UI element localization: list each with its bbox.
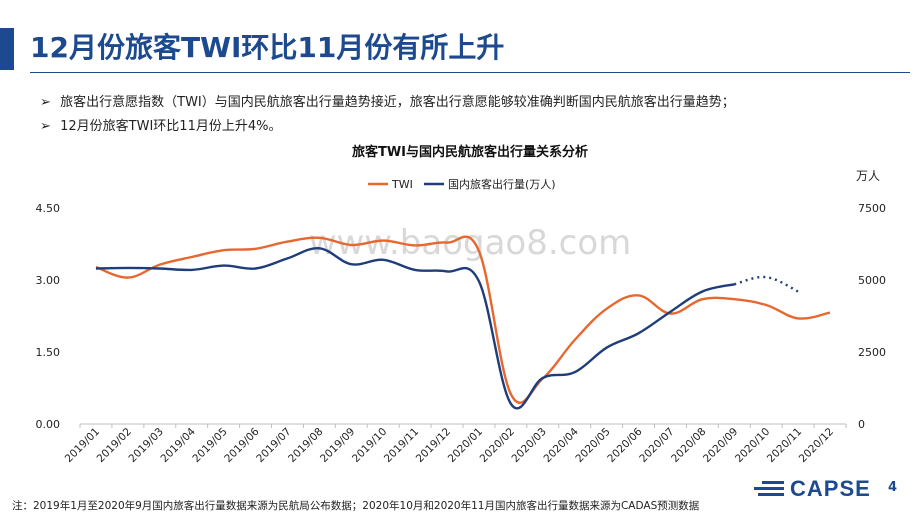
bullet-list: ➢ 旅客出行意愿指数（TWI）与国内民航旅客出行量趋势接近，旅客出行意愿能够较准… <box>40 94 735 142</box>
bullet-arrow-icon: ➢ <box>40 95 51 110</box>
chart-title: 旅客TWI与国内民航旅客出行量关系分析 <box>352 144 588 160</box>
legend-label-twi: TWI <box>391 178 413 191</box>
x-axis-tick-label: 2020/12 <box>797 426 836 465</box>
watermark: www.baogao8.com <box>309 223 632 263</box>
left-axis-tick-label: 0.00 <box>36 418 61 431</box>
right-axis-tick-label: 7500 <box>858 202 886 215</box>
right-axis-tick-label: 5000 <box>858 274 886 287</box>
logo-text: CAPSE <box>790 476 871 501</box>
bullet-text: 12月份旅客TWI环比11月份上升4%。 <box>60 119 282 134</box>
right-axis-tick-label: 2500 <box>858 346 886 359</box>
chart-series <box>95 235 831 410</box>
left-axis-tick-label: 1.50 <box>36 346 61 359</box>
bullet-item: ➢ 12月份旅客TWI环比11月份上升4%。 <box>40 118 735 142</box>
right-axis-tick-label: 0 <box>858 418 865 431</box>
series-line-passenger-volume <box>95 247 735 410</box>
title-divider <box>30 72 910 73</box>
chart-legend: TWI 国内旅客出行量(万人) <box>368 177 556 191</box>
footnote: 注：2019年1月至2020年9月国内旅客出行量数据来源为民航局公布数据；202… <box>12 500 700 512</box>
bullet-arrow-icon: ➢ <box>40 119 51 134</box>
series-line-passenger-volume-forecast <box>733 275 799 293</box>
bullet-item: ➢ 旅客出行意愿指数（TWI）与国内民航旅客出行量趋势接近，旅客出行意愿能够较准… <box>40 94 735 118</box>
right-axis-unit: 万人 <box>856 169 880 183</box>
logo-stripes-icon <box>752 478 786 500</box>
series-line-twi <box>95 235 831 404</box>
left-axis-tick-label: 4.50 <box>36 202 61 215</box>
legend-label-passenger-volume: 国内旅客出行量(万人) <box>448 177 556 191</box>
left-axis-tick-label: 3.00 <box>36 274 61 287</box>
slide-title: 12月份旅客TWI环比11月份有所上升 <box>30 31 505 64</box>
capse-logo: CAPSE <box>752 476 871 502</box>
title-accent-bar <box>0 28 14 70</box>
twi-vs-passenger-chart: 旅客TWI与国内民航旅客出行量关系分析 万人 www.baogao8.com T… <box>36 144 887 465</box>
bullet-text: 旅客出行意愿指数（TWI）与国内民航旅客出行量趋势接近，旅客出行意愿能够较准确判… <box>60 95 735 110</box>
watermark-text: www.baogao8.com <box>309 223 632 263</box>
page-number: 4 <box>888 480 898 495</box>
